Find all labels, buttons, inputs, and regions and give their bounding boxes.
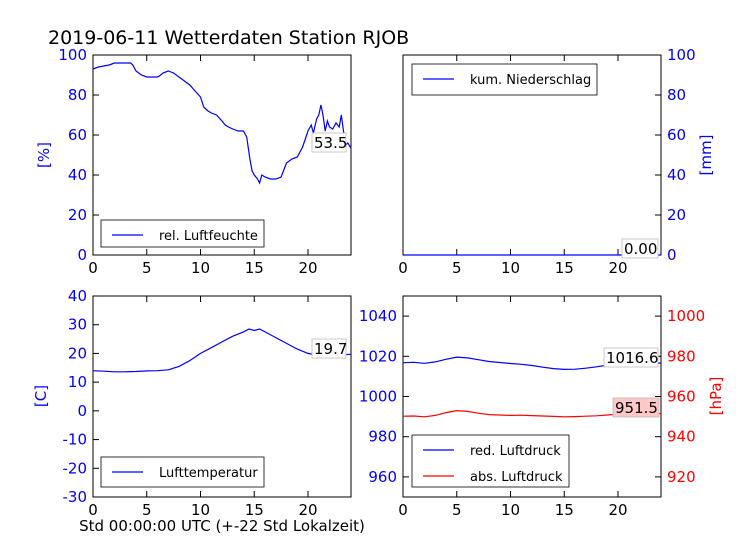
y-tick-label: 20 [68, 344, 87, 362]
x-tick-label: 20 [298, 501, 317, 519]
x-tick-label: 10 [501, 259, 520, 277]
y-tick-label: 20 [667, 206, 686, 224]
y-tick-label: 40 [667, 166, 686, 184]
y-tick-label: 1000 [359, 388, 397, 406]
absolute-pressure-value-label: 951.5 [615, 399, 658, 417]
x-tick-label: 5 [452, 501, 462, 519]
y-tick-label: 60 [68, 126, 87, 144]
y-tick-label: 1020 [359, 347, 397, 365]
x-tick-label: 0 [88, 259, 98, 277]
legend-box [100, 219, 265, 248]
y-tick-label: -20 [63, 459, 88, 477]
x-tick-label: 15 [555, 501, 574, 519]
x-tick-label: 5 [142, 501, 152, 519]
y-tick-label: 30 [68, 316, 87, 334]
pressure-panel: 0 5 10 15 20 960 980 1000 1020 1040 920 940 960 980 10… [359, 295, 725, 519]
y-tick-label: 60 [667, 126, 686, 144]
y-tick-label: 100 [58, 46, 87, 64]
y-tick-label: 40 [68, 287, 87, 305]
y-tick-label: 0 [77, 402, 87, 420]
temperature-value-label-box [311, 338, 347, 359]
legend-box [411, 63, 598, 96]
x-tick-label: 5 [142, 259, 152, 277]
x-tick-label: 10 [191, 501, 210, 519]
humidity-line [92, 62, 352, 185]
x-tick-label: 0 [398, 259, 408, 277]
legend-box [411, 434, 570, 488]
x-tick-label: 10 [191, 259, 210, 277]
legend-label: kum. Niederschlag [470, 73, 591, 88]
absolute-pressure-value-label-box [612, 397, 660, 418]
x-tick-label: 5 [452, 259, 462, 277]
y-axis-label: [%] [35, 142, 53, 168]
y-tick-label: 100 [667, 46, 696, 64]
x-axis-label: Std 00:00:00 UTC (+-22 Std Lokalzeit) [79, 517, 365, 535]
y-axis-label: [mm] [697, 135, 715, 176]
y-tick-label: 1040 [359, 307, 397, 325]
y-tick-label: 940 [667, 428, 696, 446]
y-tick-label: 960 [667, 388, 696, 406]
x-tick-label: 20 [608, 259, 627, 277]
y-tick-label: -10 [63, 431, 88, 449]
legend-label: rel. Luftfeuchte [159, 229, 258, 244]
y-tick-label: 20 [68, 206, 87, 224]
humidity-value-label-box [311, 132, 347, 153]
plot-frame [92, 295, 352, 498]
x-tick-label: 15 [555, 259, 574, 277]
x-tick-label: 20 [608, 501, 627, 519]
y-tick-label: 920 [667, 468, 696, 486]
y-axis-label: [hPa] [707, 377, 725, 416]
reduced-pressure-value-label-box [603, 347, 659, 368]
x-tick-label: 0 [88, 501, 98, 519]
y-tick-label: 80 [667, 86, 686, 104]
legend-label: Lufttemperatur [159, 466, 258, 481]
y-tick-label: 0 [77, 246, 87, 264]
y-tick-label: 80 [68, 86, 87, 104]
y-tick-label: 1000 [667, 307, 705, 325]
y-axis-label: [C] [32, 385, 50, 407]
humidity-value-label: 53.5 [314, 134, 347, 152]
x-tick-label: 15 [245, 259, 264, 277]
legend-label: red. Luftdruck [470, 444, 561, 459]
x-tick-label: 15 [245, 501, 264, 519]
plot-frame [92, 54, 352, 256]
y-tick-label: 960 [368, 468, 397, 486]
y-tick-label: 980 [667, 347, 696, 365]
precipitation-value-label-box [621, 238, 659, 259]
temperature-panel: 0 5 10 15 20 -30 -20 -10 0 10 20 30 40 [C] 19.7 Lufttem… [32, 287, 352, 519]
x-tick-label: 0 [398, 501, 408, 519]
x-tick-label: 10 [501, 501, 520, 519]
legend-label: abs. Luftdruck [470, 470, 563, 485]
reduced-pressure-value-label: 1016.6 [606, 349, 659, 367]
temperature-line [92, 328, 352, 373]
y-tick-label: 0 [667, 246, 677, 264]
temperature-value-label: 19.7 [314, 340, 347, 358]
precipitation-panel: 0 5 10 15 20 0 20 40 60 80 100 [mm] 0.00 kum. Nieders… [398, 46, 715, 277]
y-tick-label: 10 [68, 373, 87, 391]
y-tick-label: -30 [63, 488, 88, 506]
precipitation-value-label: 0.00 [624, 240, 657, 258]
y-tick-label: 40 [68, 166, 87, 184]
figure-title: 2019-06-11 Wetterdaten Station RJOB [48, 27, 409, 49]
humidity-panel: 0 5 10 15 20 0 20 40 60 80 100 [%] 53.5 rel. Luftfeuc… [35, 46, 352, 277]
x-tick-label: 20 [298, 259, 317, 277]
y-tick-label: 980 [368, 428, 397, 446]
